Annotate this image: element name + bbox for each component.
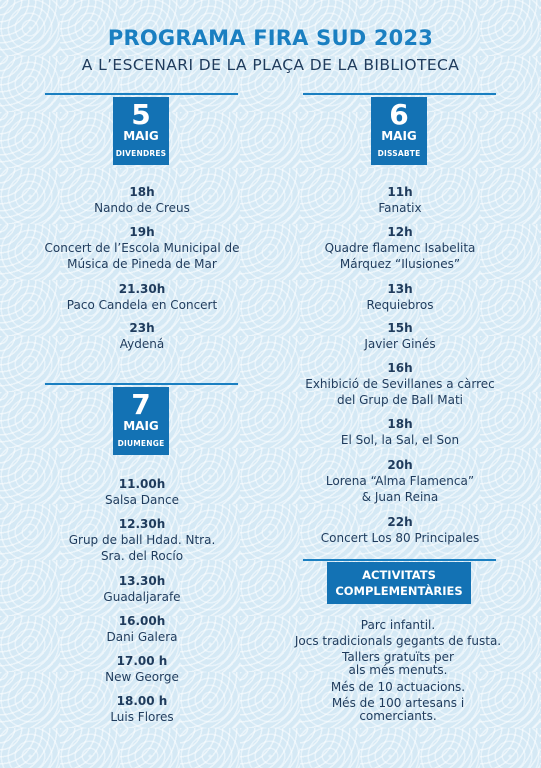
date-number: 6 [389,98,409,131]
event-name: Concert de l’Escola Municipal de Música … [44,241,240,271]
activities-heading-line-1: ACTIVITATS [362,568,436,582]
event-time: 23h [129,321,155,335]
event-name: Nando de Creus [94,201,190,215]
event-name: Luis Flores [110,710,174,724]
event-time: 11h [387,185,413,199]
date-number: 5 [131,98,151,131]
event-time: 22h [387,515,413,529]
date-weekday: DISSABTE [377,149,421,158]
divider-day-6 [303,93,496,95]
event-time: 13.30h [118,574,166,588]
page-subtitle: A L’ESCENARI DE LA PLAÇA DE LA BIBLIOTEC… [81,56,460,74]
event-name: Javier Ginés [364,337,436,351]
schedule-item: 20h Lorena “Alma Flamenca” & Juan Reina [300,457,500,505]
event-name: Grup de ball Hdad. Ntra. Sra. del Rocío [68,533,216,563]
event-name: Fanatix [378,201,422,215]
schedule-item: 12.30h Grup de ball Hdad. Ntra. Sra. del… [40,516,244,564]
schedule-item: 11h Fanatix [300,184,500,216]
schedule-item: 16h Exhibició de Sevillanes a càrrec del… [300,360,500,408]
event-name: Concert Los 80 Principales [320,531,480,545]
event-time: 17.00 h [116,654,168,668]
event-name: Salsa Dance [105,493,179,507]
divider-day-7 [45,383,238,385]
activity-item: Parc infantil. [360,618,436,632]
date-month: MAIG [123,129,159,143]
event-name: Guadaljarafe [103,590,181,604]
event-name: Lorena “Alma Flamenca” & Juan Reina [325,474,475,504]
event-time: 16h [387,361,413,375]
event-time: 13h [387,282,413,296]
event-name: El Sol, la Sal, el Son [340,433,460,447]
date-badge-day-5: 5 MAIG DIVENDRES [113,97,169,165]
event-name: New George [105,670,179,684]
schedule-item: 18h Nando de Creus [40,184,244,216]
event-time: 12.30h [118,517,166,531]
schedule-item: 15h Javier Ginés [300,320,500,352]
schedule-item: 11.00h Salsa Dance [40,476,244,508]
event-name: Quadre flamenc Isabelita Márquez “Ilusio… [324,241,476,271]
schedule-item: 18.00 h Luis Flores [40,693,244,725]
schedule-item: 21.30h Paco Candela en Concert [40,281,244,313]
activities-heading: ACTIVITATS COMPLEMENTÀRIES [327,562,471,604]
schedule-item: 13.30h Guadaljarafe [40,573,244,605]
event-time: 12h [387,225,413,239]
activity-item: Tallers gratuïts per als més menuts. [341,650,454,677]
date-weekday: DIVENDRES [115,149,167,158]
event-name: Paco Candela en Concert [66,298,218,312]
schedule-item: 18h El Sol, la Sal, el Son [300,416,500,448]
date-month: MAIG [381,129,417,143]
page-title: PROGRAMA FIRA SUD 2023 [107,26,434,50]
event-name: Dani Galera [106,630,178,644]
divider-activities [303,559,496,561]
activity-item: Jocs tradicionals gegants de fusta. [294,634,502,648]
activities-heading-line-2: COMPLEMENTÀRIES [335,584,463,598]
date-month: MAIG [123,419,159,433]
date-number: 7 [131,388,151,421]
schedule-item: 22h Concert Los 80 Principales [300,514,500,546]
schedule-item: 16.00h Dani Galera [40,613,244,645]
date-badge-day-7: 7 MAIG DIUMENGE [113,387,169,455]
schedule-item: 17.00 h New George [40,653,244,685]
date-weekday: DIUMENGE [117,439,165,448]
event-time: 16.00h [118,614,166,628]
event-time: 18.00 h [116,694,168,708]
schedule-item: 12h Quadre flamenc Isabelita Márquez “Il… [300,224,500,272]
event-name: Exhibició de Sevillanes a càrrec del Gru… [305,377,495,407]
event-time: 20h [387,458,413,472]
schedule-item: 23h Aydená [40,320,244,352]
event-time: 19h [129,225,155,239]
event-time: 18h [129,185,155,199]
event-time: 15h [387,321,413,335]
event-name: Requiebros [366,298,434,312]
date-badge-day-6: 6 MAIG DISSABTE [371,97,427,165]
event-name: Aydená [119,337,165,351]
activity-item: Més de 10 actuacions. [330,680,466,694]
schedule-item: 13h Requiebros [300,281,500,313]
event-time: 18h [387,417,413,431]
event-time: 21.30h [118,282,166,296]
divider-day-5 [45,93,238,95]
activity-item: Més de 100 artesans i comerciants. [331,696,465,723]
event-time: 11.00h [118,477,166,491]
schedule-item: 19h Concert de l’Escola Municipal de Mús… [40,224,244,272]
